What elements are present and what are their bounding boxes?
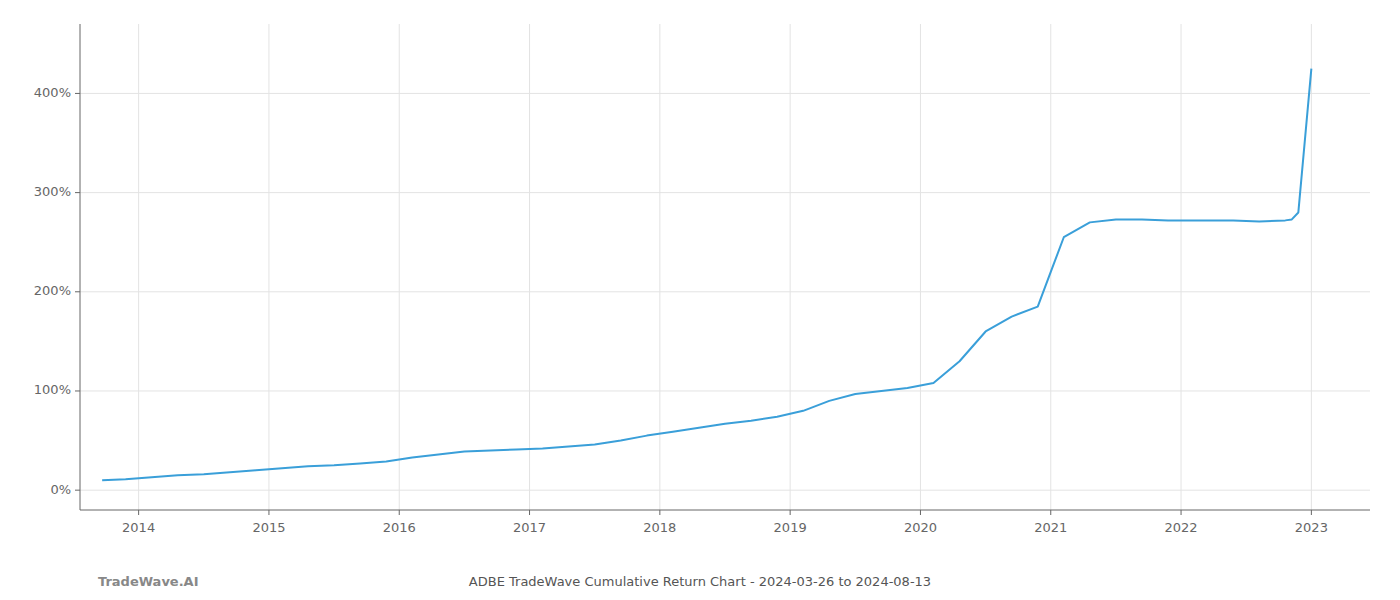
background xyxy=(0,0,1400,600)
x-tick-label: 2016 xyxy=(383,520,416,535)
x-tick xyxy=(1181,510,1182,515)
x-tick xyxy=(138,510,139,515)
x-tick xyxy=(659,510,660,515)
y-tick xyxy=(75,93,80,94)
x-axis-line xyxy=(80,510,1370,511)
x-tick-label: 2019 xyxy=(774,520,807,535)
x-grid-line xyxy=(399,24,400,510)
x-tick-label: 2022 xyxy=(1165,520,1198,535)
chart: 0% 100% 200% 300% 400% 2014 2015 2016 2017 2018 20… xyxy=(0,0,1400,600)
y-grid-line xyxy=(80,390,1370,391)
x-grid-line xyxy=(790,24,791,510)
y-tick-label: 400% xyxy=(34,85,71,100)
y-grid-line xyxy=(80,291,1370,292)
data-line xyxy=(102,69,1311,481)
y-grid-line xyxy=(80,192,1370,193)
x-tick-label: 2017 xyxy=(513,520,546,535)
x-tick-label: 2021 xyxy=(1034,520,1067,535)
x-grid-line xyxy=(659,24,660,510)
x-grid-line xyxy=(138,24,139,510)
x-tick xyxy=(1050,510,1051,515)
y-axis-line xyxy=(80,24,81,510)
y-grid-line xyxy=(80,93,1370,94)
y-tick xyxy=(75,192,80,193)
x-grid-line xyxy=(1311,24,1312,510)
y-tick-label: 200% xyxy=(34,283,71,298)
axes: 0% 100% 200% 300% 400% 2014 2015 2016 2017 2018 20… xyxy=(34,24,1370,535)
x-tick-label: 2014 xyxy=(122,520,155,535)
x-grid-line xyxy=(1050,24,1051,510)
x-tick xyxy=(268,510,269,515)
x-tick-label: 2020 xyxy=(904,520,937,535)
x-grid-line xyxy=(920,24,921,510)
watermark: TradeWave.AI xyxy=(98,574,199,589)
x-tick-label: 2015 xyxy=(252,520,285,535)
y-tick xyxy=(75,291,80,292)
x-grid-line xyxy=(268,24,269,510)
x-tick xyxy=(790,510,791,515)
grid xyxy=(80,24,1370,510)
y-grid-line xyxy=(80,490,1370,491)
x-tick xyxy=(529,510,530,515)
x-grid-line xyxy=(1181,24,1182,510)
x-tick-label: 2018 xyxy=(643,520,676,535)
y-tick-label: 0% xyxy=(50,482,71,497)
plot-area xyxy=(102,69,1311,481)
x-tick xyxy=(920,510,921,515)
x-tick xyxy=(399,510,400,515)
x-grid-line xyxy=(529,24,530,510)
x-tick-label: 2023 xyxy=(1295,520,1328,535)
y-tick xyxy=(75,490,80,491)
title: ADBE TradeWave Cumulative Return Chart -… xyxy=(469,574,931,589)
x-tick xyxy=(1311,510,1312,515)
y-tick-label: 300% xyxy=(34,184,71,199)
y-tick xyxy=(75,390,80,391)
y-tick-label: 100% xyxy=(34,382,71,397)
